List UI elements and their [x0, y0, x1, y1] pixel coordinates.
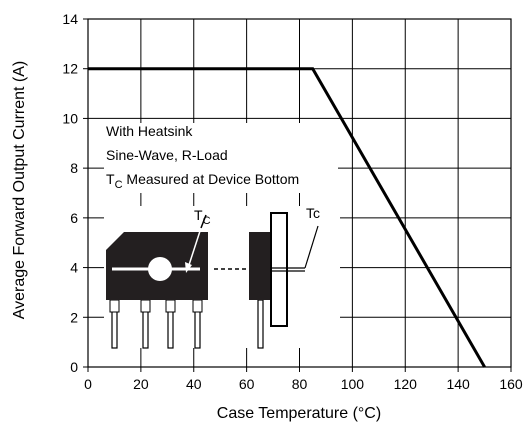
- mounting-hole: [148, 257, 172, 281]
- tc-label-front-symbol: T: [194, 207, 203, 223]
- tc-pointer-1: [187, 227, 202, 269]
- y-tick-label-2: 4: [70, 260, 78, 276]
- x-tick-label-5: 100: [341, 376, 365, 392]
- annotation-background: [104, 123, 338, 193]
- measurement-text: Measured at Device Bottom: [123, 171, 300, 187]
- x-tick-label-2: 40: [186, 376, 202, 392]
- package-side-view: [249, 212, 319, 349]
- derating-line: [88, 67, 486, 368]
- annotation-heatsink: With Heatsink: [106, 123, 193, 139]
- x-tick-label-4: 80: [292, 376, 308, 392]
- side-body: [249, 232, 271, 300]
- y-axis-label: Average Forward Output Current (A): [11, 61, 28, 319]
- y-tick-label-0: 0: [70, 359, 78, 375]
- x-tick-label-6: 120: [394, 376, 418, 392]
- x-axis-label: Case Temperature (°C): [217, 405, 381, 422]
- x-tick-label-0: 0: [84, 376, 92, 392]
- annotation-text: With Heatsink Sine-Wave, R-Load TC Measu…: [106, 123, 299, 191]
- lead-base-1: [109, 299, 120, 313]
- y-tick-labels: 0 2 4 6 8 10 12 14: [62, 11, 78, 375]
- annotation-measurement: TC Measured at Device Bottom: [106, 171, 299, 191]
- tc-pointer-2-diag: [304, 225, 319, 269]
- package-front-view: [106, 214, 208, 349]
- lead-base-2: [140, 299, 151, 313]
- tc-label-side: Tc: [306, 205, 320, 221]
- tc-label-front: TC: [194, 207, 211, 227]
- y-tick-label-3: 6: [70, 210, 78, 226]
- x-tick-label-1: 20: [133, 376, 149, 392]
- annotation-waveform: Sine-Wave, R-Load: [106, 147, 228, 163]
- x-tick-labels: 0 20 40 60 80 100 120 140 160: [84, 376, 523, 392]
- tc-arrowhead-1: [185, 262, 192, 273]
- y-tick-label-1: 2: [70, 309, 78, 325]
- tc-label-front-subscript: C: [203, 215, 211, 227]
- heatsink-plate: [270, 212, 288, 327]
- side-lead: [257, 299, 264, 349]
- x-tick-label-3: 60: [239, 376, 255, 392]
- lead-base-4: [192, 299, 203, 313]
- tc-symbol: T: [106, 171, 115, 187]
- y-tick-label-6: 12: [62, 61, 78, 77]
- plot-frame: [87, 18, 512, 368]
- y-tick-label-4: 8: [70, 160, 78, 176]
- x-tick-label-8: 160: [499, 376, 523, 392]
- tc-subscript: C: [115, 179, 123, 191]
- x-tick-label-7: 140: [446, 376, 470, 392]
- y-tick-label-5: 10: [62, 110, 78, 126]
- lead-base-3: [165, 299, 176, 313]
- y-tick-label-7: 14: [62, 11, 78, 27]
- tc-pointer-1-outer: [200, 214, 207, 229]
